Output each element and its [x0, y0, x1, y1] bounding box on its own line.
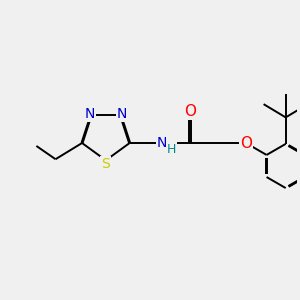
Text: O: O — [184, 104, 196, 119]
Text: H: H — [167, 143, 176, 156]
Text: S: S — [101, 157, 110, 171]
Text: N: N — [85, 106, 95, 121]
Text: N: N — [157, 136, 167, 150]
Text: O: O — [240, 136, 252, 151]
Text: N: N — [117, 106, 127, 121]
